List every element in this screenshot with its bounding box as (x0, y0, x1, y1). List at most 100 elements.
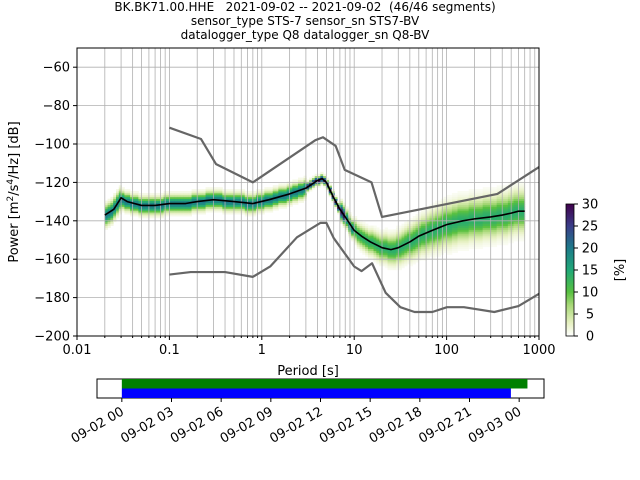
density-cell (353, 239, 358, 242)
density-cell (435, 239, 439, 242)
density-cell (519, 196, 523, 200)
density-cell (519, 212, 523, 215)
density-cell (451, 244, 456, 248)
density-cell (519, 214, 523, 217)
density-cell (169, 214, 173, 217)
density-cell (250, 210, 254, 213)
density-cell (233, 204, 237, 207)
density-cell (160, 208, 164, 211)
density-cell (250, 194, 254, 198)
density-cell (104, 221, 109, 225)
density-cell (342, 206, 346, 209)
density-cell (384, 262, 388, 265)
density-cell (521, 212, 526, 215)
density-cell (289, 200, 293, 203)
y-tick-label: −100 (34, 138, 70, 153)
density-cell (236, 212, 240, 215)
density-cell (188, 202, 192, 205)
density-cell (328, 187, 332, 190)
density-cell (236, 189, 240, 192)
density-cell (471, 212, 475, 215)
density-cell (381, 256, 386, 259)
density-cell (303, 179, 307, 182)
density-cell (471, 231, 475, 234)
density-cell (521, 235, 526, 238)
density-cell (437, 244, 442, 248)
density-cell (415, 246, 419, 250)
density-cell (446, 216, 450, 219)
density-cell (116, 214, 120, 217)
density-cell (485, 233, 489, 236)
density-cell (451, 198, 456, 202)
density-cell (222, 191, 226, 194)
density-cell (505, 204, 509, 207)
density-cell (407, 256, 411, 259)
timeline-tick-label: 09-02 18 (367, 404, 425, 446)
density-cell (449, 244, 453, 248)
density-cell (281, 191, 285, 194)
density-cell (138, 212, 142, 215)
density-cell (493, 235, 498, 238)
density-cell (283, 192, 288, 196)
density-cell (233, 210, 237, 213)
density-cell (185, 196, 190, 200)
density-cell (130, 214, 134, 217)
density-cell (191, 191, 195, 194)
density-cell (216, 206, 220, 209)
density-cell (339, 198, 344, 202)
density-cell (457, 246, 461, 250)
density-cell (118, 194, 123, 198)
density-cell (314, 185, 318, 188)
density-cell (502, 237, 506, 240)
density-cell (488, 196, 492, 200)
density-cell (418, 227, 422, 230)
density-cell (365, 233, 369, 236)
density-cell (244, 198, 248, 202)
density-cell (116, 191, 120, 194)
density-cell (407, 233, 411, 236)
density-cell (510, 189, 514, 192)
density-cell (418, 244, 422, 248)
density-cell (110, 223, 114, 226)
density-cell (443, 239, 447, 242)
density-cell (482, 189, 486, 192)
density-cell (409, 260, 414, 263)
density-cell (437, 202, 442, 205)
density-cell (247, 192, 251, 196)
density-cell (474, 237, 478, 240)
density-cell (297, 200, 302, 203)
density-cell (208, 210, 212, 213)
density-cell (116, 210, 120, 213)
density-cell (463, 229, 467, 232)
density-cell (351, 225, 355, 228)
density-cell (158, 202, 162, 205)
density-cell (415, 227, 419, 230)
density-cell (460, 202, 464, 205)
density-cell (370, 244, 374, 248)
density-cell (479, 191, 484, 194)
density-cell (365, 240, 369, 244)
density-cell (409, 221, 414, 225)
density-cell (387, 267, 391, 271)
density-cell (275, 189, 279, 192)
density-cell (362, 246, 366, 250)
density-cell (155, 202, 159, 205)
density-cell (505, 194, 509, 198)
density-cell (219, 194, 223, 198)
density-cell (345, 216, 349, 219)
density-cell (429, 221, 433, 225)
density-cell (435, 231, 439, 234)
density-cell (401, 252, 405, 255)
density-cell (426, 237, 430, 240)
density-cell (283, 185, 288, 188)
density-cell (104, 202, 109, 205)
density-cell (513, 185, 517, 188)
density-cell (404, 225, 408, 228)
density-cell (197, 204, 201, 207)
density-cell (283, 191, 288, 194)
density-cell (384, 227, 388, 230)
density-cell (222, 189, 226, 192)
density-cell (496, 208, 500, 211)
density-cell (104, 204, 109, 207)
density-cell (289, 185, 293, 188)
